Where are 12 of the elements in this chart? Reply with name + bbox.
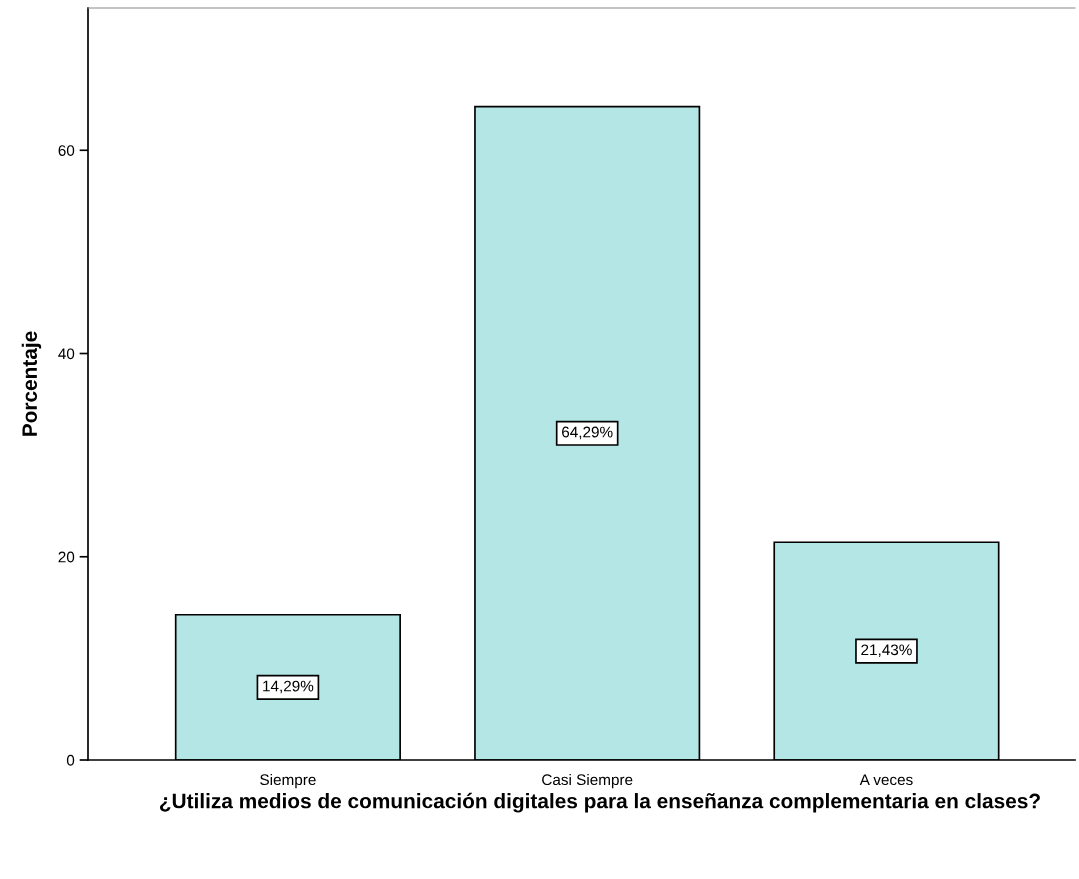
data-label: 14,29% [263,680,314,694]
data-label: 21,43% [861,644,912,658]
y-tick-label: 40 [58,348,75,360]
y-axis-title: Porcentaje [21,331,42,436]
x-tick-label: Siempre [260,773,316,789]
y-tick-label: 20 [58,551,75,563]
x-tick-label: Casi Siempre [542,773,633,789]
x-tick-label: A veces [859,774,913,786]
y-tick-label: 60 [58,145,75,156]
x-axis-title: ¿Utiliza medios de comunicación digitales para la enseñanza complementaria en clases? [159,792,1040,813]
y-tick-label: 0 [66,754,75,766]
data-label: 64,29% [562,426,613,440]
